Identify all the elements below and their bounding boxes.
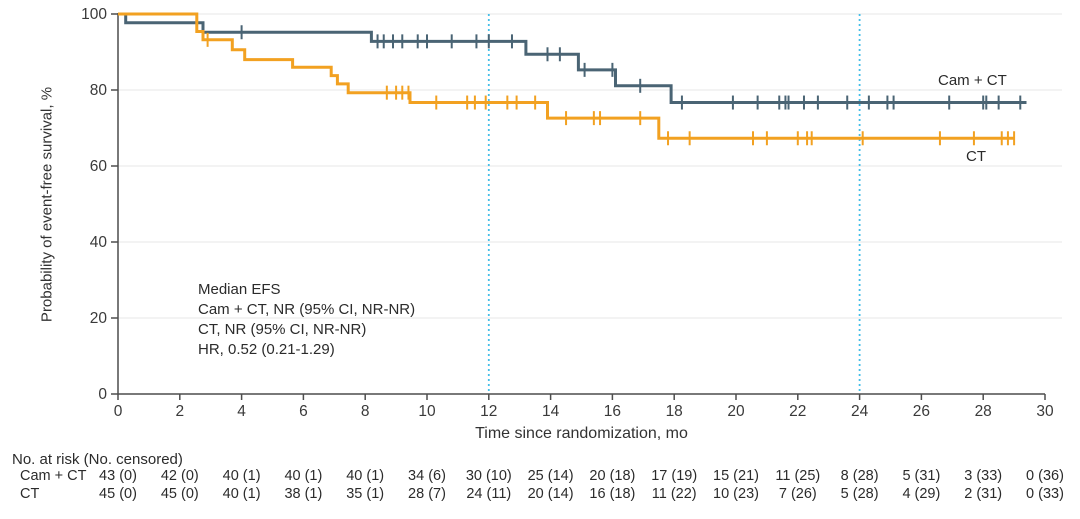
x-tick-label-24: 24 — [851, 403, 869, 420]
risk-cell: 4 (29) — [902, 486, 941, 502]
risk-cell: 30 (10) — [465, 468, 512, 484]
annotation-line-title: Median EFS — [198, 281, 281, 298]
x-tick-label-18: 18 — [666, 403, 683, 420]
risk-cell: 16 (18) — [589, 486, 636, 502]
risk-cell: 3 (33) — [964, 468, 1003, 484]
x-tick-label-2: 2 — [175, 403, 184, 420]
x-tick-label-8: 8 — [361, 403, 370, 420]
risk-cell: 28 (7) — [408, 486, 446, 502]
x-tick-label-26: 26 — [913, 403, 930, 420]
risk-cell: 42 (0) — [160, 468, 199, 484]
risk-cell: 0 (33) — [1026, 486, 1064, 502]
risk-cell: 7 (26) — [778, 486, 817, 502]
annotation-line-ct: CT, NR (95% CI, NR-NR) — [198, 321, 367, 338]
risk-cell: 40 (1) — [222, 486, 261, 502]
risk-row-label-ct: CT — [20, 486, 40, 502]
risk-cell: 2 (31) — [964, 486, 1003, 502]
y-tick-label-100: 100 — [81, 6, 107, 23]
risk-table-header: No. at risk (No. censored) — [12, 451, 183, 468]
risk-cell: 40 (1) — [346, 468, 385, 484]
risk-cell: 35 (1) — [346, 486, 385, 502]
x-tick-label-12: 12 — [480, 403, 497, 420]
curve-label-ct: CT — [966, 148, 986, 165]
risk-cell: 34 (6) — [408, 468, 446, 484]
km-curve-ct — [118, 12, 1015, 140]
risk-cell: 45 (0) — [160, 486, 199, 502]
x-tick-label-6: 6 — [299, 403, 308, 420]
y-axis-title: Probability of event-free survival, % — [38, 86, 56, 323]
curve-label-camct: Cam + CT — [938, 72, 1007, 89]
y-tick-label-60: 60 — [90, 158, 108, 175]
risk-cell: 20 (14) — [527, 486, 574, 502]
risk-cell: 20 (18) — [589, 468, 636, 484]
risk-cell: 25 (14) — [527, 468, 574, 484]
risk-cell: 8 (28) — [840, 468, 879, 484]
x-tick-label-16: 16 — [604, 403, 621, 420]
x-tick-label-0: 0 — [114, 403, 123, 420]
x-tick-label-22: 22 — [789, 403, 806, 420]
annotation-line-camct: Cam + CT, NR (95% CI, NR-NR) — [198, 301, 416, 318]
y-tick-label-0: 0 — [98, 386, 107, 403]
x-tick-label-4: 4 — [237, 403, 246, 420]
risk-cell: 11 (25) — [775, 468, 821, 484]
y-tick-label-80: 80 — [90, 82, 108, 99]
risk-cell: 5 (31) — [902, 468, 941, 484]
risk-row-label-camct: Cam + CT — [20, 468, 87, 484]
risk-cell: 43 (0) — [99, 468, 137, 484]
risk-cell: 5 (28) — [840, 486, 879, 502]
risk-cell: 45 (0) — [99, 486, 137, 502]
risk-cell: 38 (1) — [284, 486, 323, 502]
risk-cell: 40 (1) — [222, 468, 261, 484]
risk-cell: 0 (36) — [1026, 468, 1064, 484]
risk-cell: 11 (22) — [651, 486, 697, 502]
x-tick-label-30: 30 — [1036, 403, 1054, 420]
x-tick-label-20: 20 — [727, 403, 745, 420]
y-tick-label-40: 40 — [90, 234, 108, 251]
km-curve-camct — [118, 12, 1027, 104]
annotation-line-hr: HR, 0.52 (0.21-1.29) — [198, 341, 335, 358]
risk-cell: 17 (19) — [651, 468, 698, 484]
x-tick-label-10: 10 — [418, 403, 436, 420]
x-tick-label-28: 28 — [975, 403, 992, 420]
x-axis-title: Time since randomization, mo — [475, 425, 688, 442]
risk-cell: 40 (1) — [284, 468, 323, 484]
risk-cell: 24 (11) — [466, 486, 512, 502]
y-tick-label-20: 20 — [90, 310, 108, 327]
risk-cell: 15 (21) — [713, 468, 759, 484]
risk-cell: 10 (23) — [713, 486, 759, 502]
x-tick-label-14: 14 — [542, 403, 560, 420]
median-efs-annotation: Median EFS Cam + CT, NR (95% CI, NR-NR) … — [198, 280, 415, 360]
